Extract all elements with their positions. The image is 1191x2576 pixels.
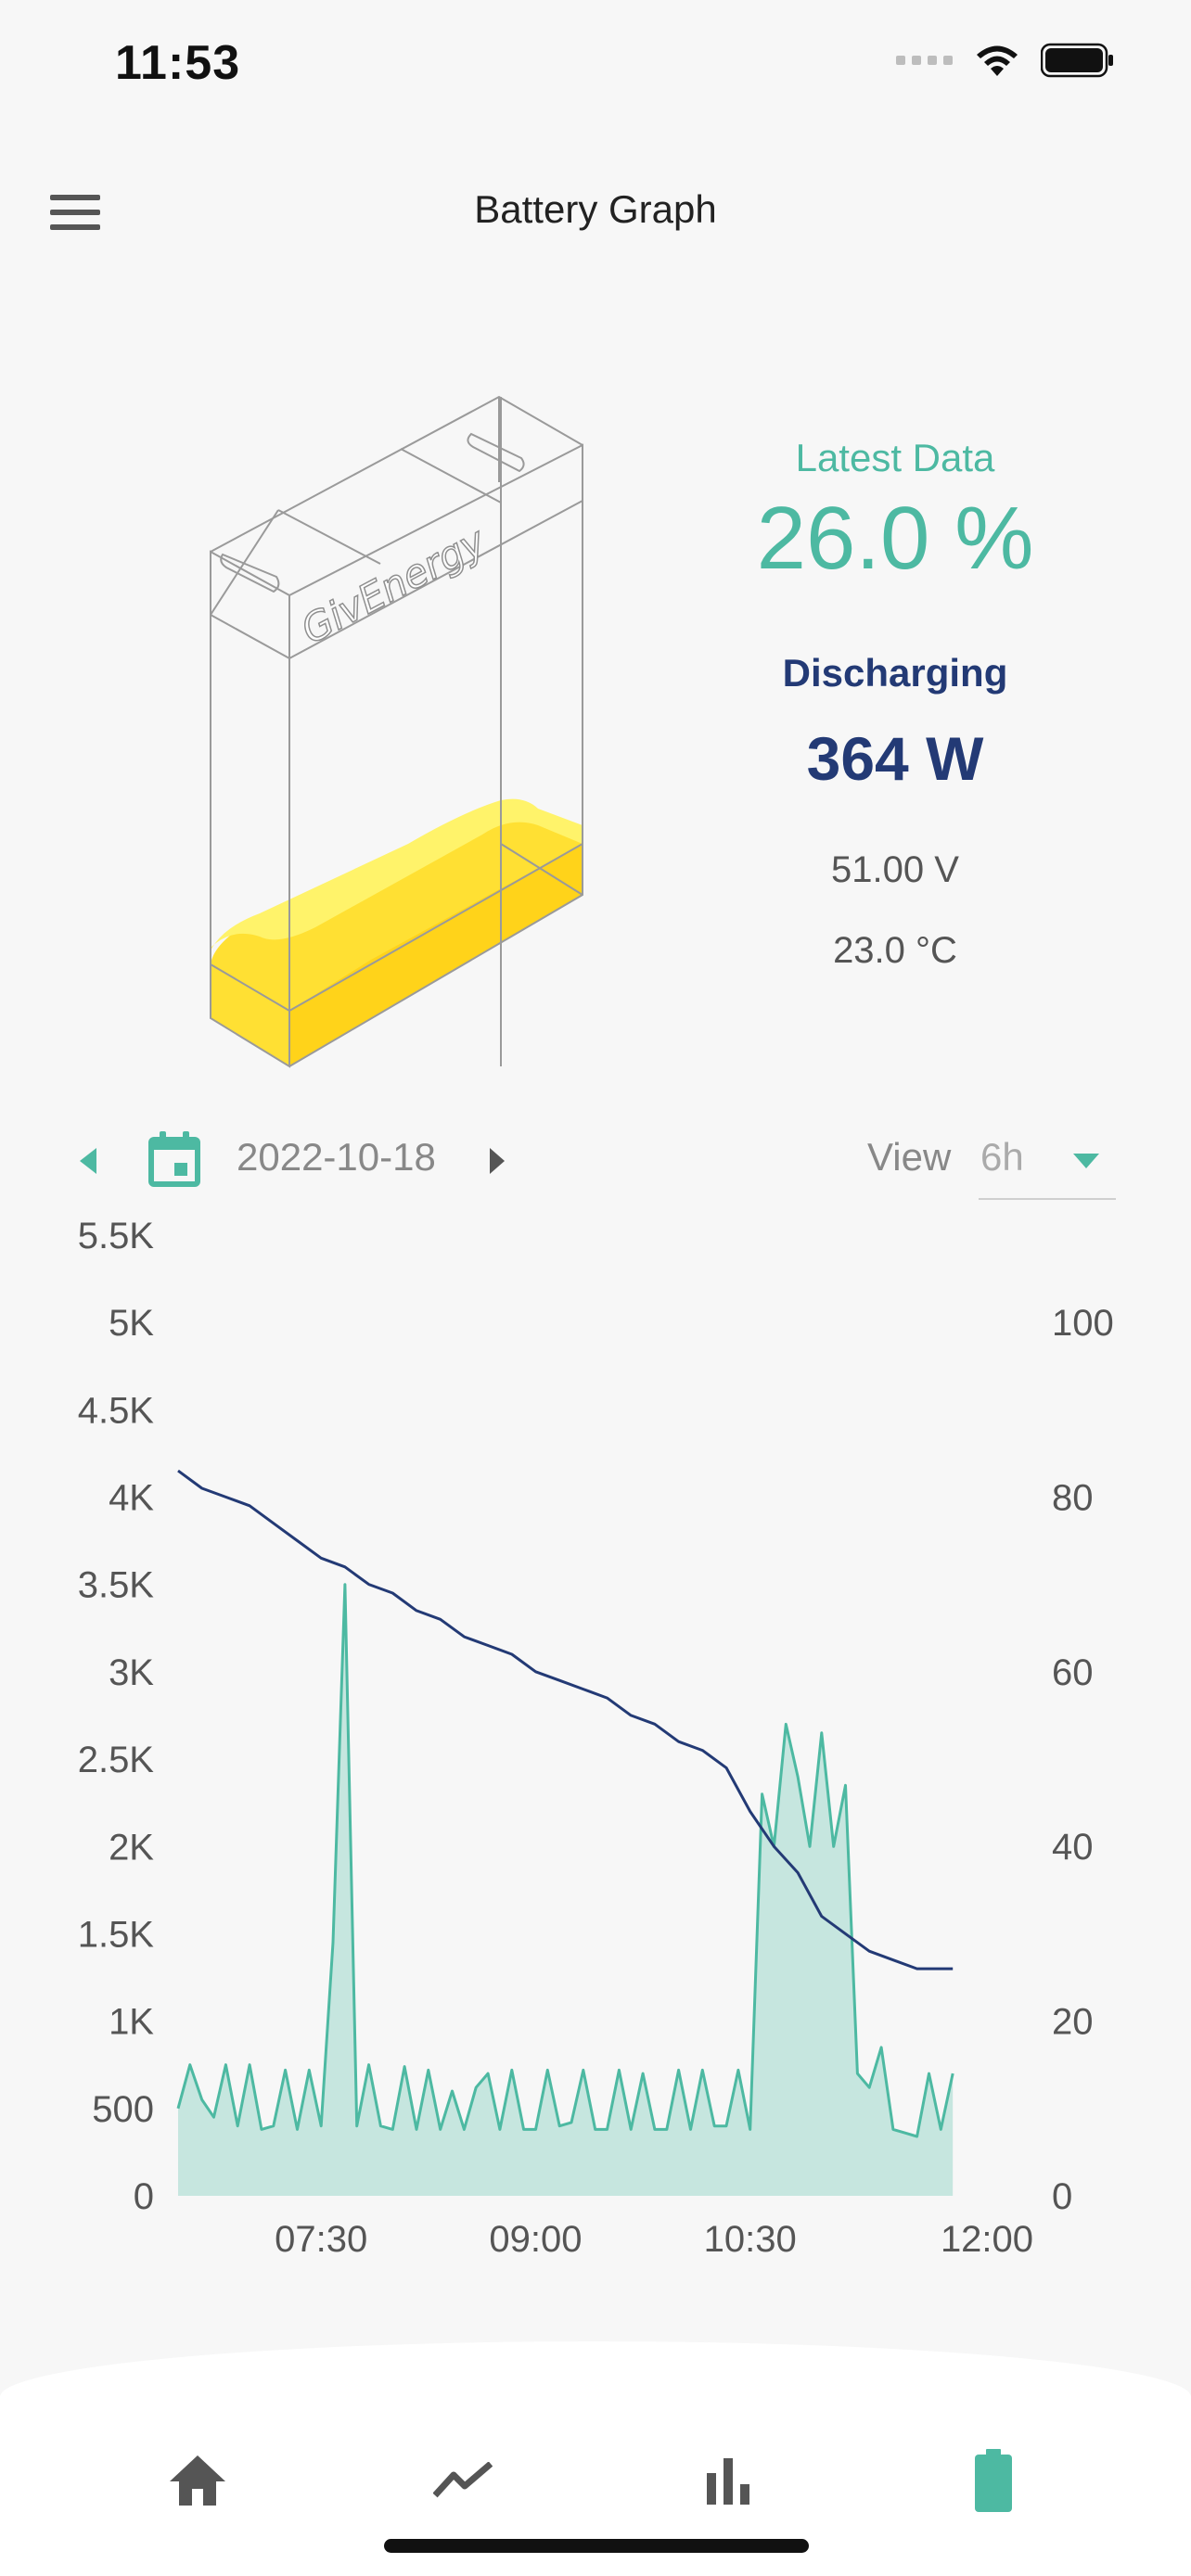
status-time: 11:53 <box>115 36 241 90</box>
x-tick-label: 12:00 <box>941 2219 1033 2260</box>
x-tick-label: 10:30 <box>704 2219 797 2260</box>
header: Battery Graph <box>0 167 1191 260</box>
power-value: 364 W <box>806 724 984 793</box>
y-left-tick-label: 5K <box>109 1303 154 1344</box>
y-left-tick-label: 5.5K <box>78 1216 155 1256</box>
y-left-tick-label: 3K <box>109 1652 154 1693</box>
battery-status-icon <box>1041 43 1113 78</box>
tab-graph[interactable] <box>426 2443 500 2518</box>
y-right-tick-label: 0 <box>1052 2176 1072 2217</box>
battery-icon <box>975 2449 1012 2512</box>
page-title: Battery Graph <box>474 187 717 231</box>
battery-chart-svg: 0 500 1K 1.5K 2K 2.5K 3K 3.5K 4K 4.5K 5K 5.5K 0 20 40 6… <box>78 1216 1114 2260</box>
battery-stats: Latest Data 26.0 % Discharging 364 W 51.… <box>710 436 1081 972</box>
next-day-button[interactable] <box>482 1142 510 1180</box>
y-left-tick-label: 0 <box>134 2176 154 2217</box>
y-left-tick-label: 2K <box>109 1827 154 1868</box>
temperature-value: 23.0 °C <box>833 930 957 971</box>
signal-icon <box>896 56 953 65</box>
voltage-value: 51.00 V <box>831 849 959 890</box>
y-left-tick-label: 1K <box>109 2002 154 2043</box>
soc-series-line <box>177 1469 954 1970</box>
state-of-charge-value: 26.0 % <box>756 489 1034 588</box>
view-range-select[interactable]: 6h <box>979 1126 1116 1200</box>
menu-icon[interactable] <box>48 191 104 236</box>
chevron-down-icon <box>1073 1154 1099 1168</box>
battery-state-label: Discharging <box>782 651 1008 695</box>
selected-date[interactable]: 2022-10-18 <box>237 1135 436 1179</box>
battery-brand-text: GivEnergy <box>294 517 493 653</box>
y-left-tick-label: 2.5K <box>78 1740 155 1780</box>
y-right-tick-label: 60 <box>1052 1652 1094 1693</box>
date-navigation: 2022-10-18 View 6h <box>0 1113 1191 1205</box>
bar-chart-icon <box>707 2458 749 2505</box>
battery-illustration: GivEnergy <box>186 380 612 1094</box>
latest-data-label: Latest Data <box>795 436 995 479</box>
tab-bar <box>0 2341 1191 2576</box>
battery-chart: 0 500 1K 1.5K 2K 2.5K 3K 3.5K 4K 4.5K 5K 5.5K 0 20 40 6… <box>0 1205 1191 2300</box>
x-tick-label: 09:00 <box>489 2219 582 2260</box>
trending-icon <box>433 2462 493 2498</box>
home-icon <box>170 2455 225 2506</box>
x-tick-label: 07:30 <box>275 2219 367 2260</box>
status-bar: 11:53 <box>0 0 1191 139</box>
y-left-tick-label: 4.5K <box>78 1390 155 1431</box>
y-left-tick-label: 4K <box>109 1478 154 1519</box>
view-range-value: 6h <box>980 1135 1024 1179</box>
y-right-tick-label: 40 <box>1052 1827 1094 1868</box>
power-area-fill <box>178 1584 954 2196</box>
tab-statistics[interactable] <box>691 2443 765 2518</box>
view-label: View <box>867 1135 952 1179</box>
tab-home[interactable] <box>160 2443 235 2518</box>
y-left-tick-label: 3.5K <box>78 1565 155 1606</box>
y-right-tick-label: 20 <box>1052 2002 1094 2043</box>
home-indicator <box>384 2539 809 2553</box>
power-series-line <box>176 1583 954 2138</box>
y-right-tick-label: 80 <box>1052 1477 1094 1518</box>
calendar-icon[interactable] <box>147 1131 202 1189</box>
y-left-tick-label: 500 <box>92 2089 154 2130</box>
y-right-tick-label: 100 <box>1052 1303 1114 1344</box>
y-left-tick-label: 1.5K <box>78 1914 155 1955</box>
tab-battery[interactable] <box>956 2443 1031 2518</box>
wifi-icon <box>977 45 1018 76</box>
status-icons <box>896 43 1115 78</box>
previous-day-button[interactable] <box>74 1142 102 1180</box>
